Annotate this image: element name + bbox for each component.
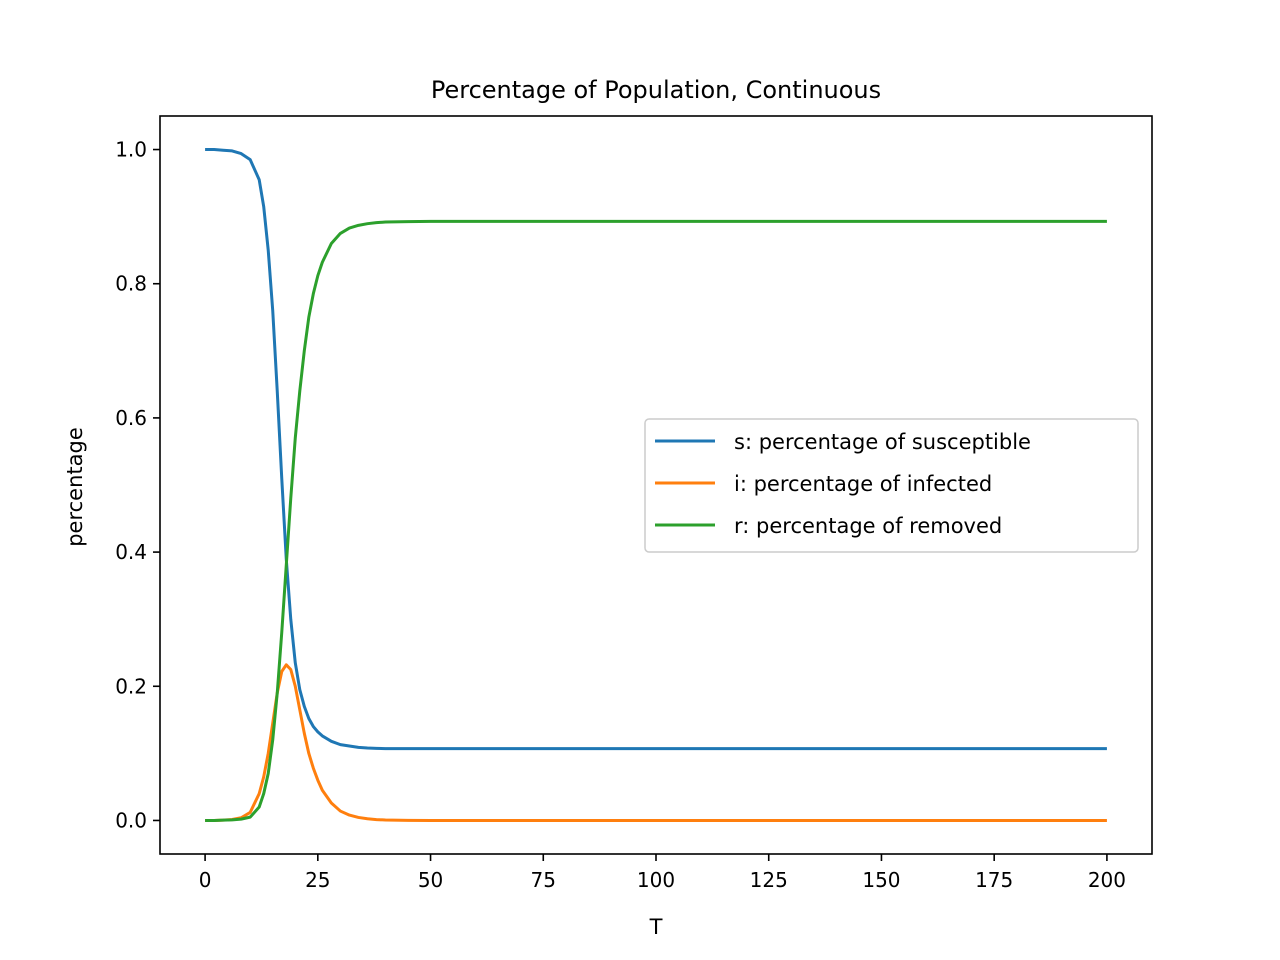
y-tick-label: 0.0 (115, 808, 147, 832)
x-tick-label: 150 (862, 868, 900, 892)
y-tick-label: 0.2 (115, 674, 147, 698)
y-tick-label: 0.8 (115, 272, 147, 296)
series-line-s (205, 148, 1107, 751)
x-tick-label: 0 (199, 868, 212, 892)
x-tick-label: 75 (531, 868, 556, 892)
x-tick-label: 200 (1088, 868, 1126, 892)
legend-label-i: i: percentage of infected (734, 472, 992, 496)
plot-frame (159, 115, 1153, 855)
series-line-i (205, 663, 1107, 822)
legend: s: percentage of susceptible i: percentag… (644, 418, 1139, 553)
y-axis-title: percentage (63, 427, 87, 547)
legend-box (644, 418, 1139, 553)
plot-area (205, 148, 1107, 822)
x-tick-label: 50 (418, 868, 443, 892)
y-axis-ticks: 0.0 0.2 0.4 0.6 0.8 1.0 (115, 138, 160, 832)
x-tick-label: 125 (750, 868, 788, 892)
y-tick-label: 0.6 (115, 406, 147, 430)
x-tick-label: 175 (975, 868, 1013, 892)
series-line-r (205, 219, 1107, 822)
chart-title: Percentage of Population, Continuous (431, 76, 881, 104)
x-tick-label: 25 (305, 868, 330, 892)
legend-label-s: s: percentage of susceptible (734, 430, 1031, 454)
y-tick-label: 1.0 (115, 138, 147, 162)
x-axis-title: T (649, 915, 663, 939)
x-axis-ticks: 0 25 50 75 100 125 150 175 200 (199, 854, 1126, 892)
x-tick-label: 100 (637, 868, 675, 892)
legend-label-r: r: percentage of removed (734, 514, 1002, 538)
y-tick-label: 0.4 (115, 540, 147, 564)
